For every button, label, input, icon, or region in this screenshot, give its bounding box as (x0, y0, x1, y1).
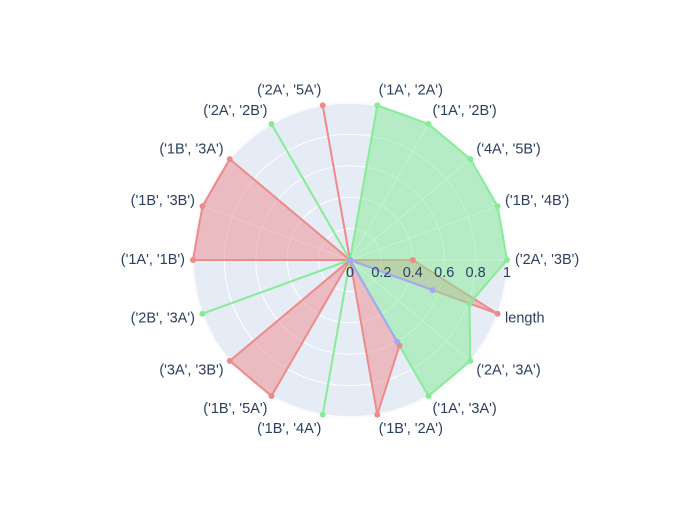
series-point (226, 156, 233, 163)
angular-tick-label: ('4A', '5B') (476, 141, 540, 157)
angular-tick-label: ('1B', '2A') (379, 421, 443, 437)
series-point (268, 121, 275, 128)
series-point (394, 338, 401, 345)
series-point (504, 257, 510, 263)
radial-tick-label: 0.6 (434, 265, 454, 281)
series-area (201, 104, 508, 416)
angular-tick-label: ('3A', '3B') (159, 362, 223, 378)
series-point (199, 310, 206, 317)
series-point (226, 357, 233, 364)
radial-tick-label: 1 (503, 265, 511, 281)
series-point (199, 203, 206, 210)
radial-tick-label: 0 (346, 265, 354, 281)
angular-tick-label: ('1A', '2B') (433, 103, 497, 119)
series-point (425, 121, 432, 128)
radial-tick-label: 0.8 (466, 265, 486, 281)
angular-tick-label: ('1B', '5A') (203, 401, 267, 417)
series-point (374, 411, 381, 418)
angular-tick-label: ('1A', '3A') (433, 401, 497, 417)
series-point (347, 257, 353, 263)
angular-tick-label: ('2B', '3A') (131, 311, 195, 327)
radial-tick-label: 0.2 (371, 265, 391, 281)
series-point (494, 203, 501, 210)
series-point (466, 300, 473, 307)
series-point (319, 102, 326, 109)
angular-tick-label: ('2A', '2B') (203, 103, 267, 119)
angular-tick-label: ('1A', '2A') (379, 82, 443, 98)
angular-tick-label: ('1B', '3A') (159, 141, 223, 157)
series-point (268, 392, 275, 399)
series-point (190, 257, 196, 263)
angular-tick-label: ('2A', '5A') (257, 82, 321, 98)
series-point (374, 102, 381, 109)
series-point (319, 411, 326, 418)
angular-tick-label: ('1A', '1B') (121, 252, 185, 268)
angular-tick-label: ('1B', '3B') (131, 193, 195, 209)
series-point (467, 156, 474, 163)
series-point (429, 287, 436, 294)
angular-tick-label: ('2A', '3A') (476, 362, 540, 378)
series-point (409, 257, 416, 263)
angular-tick-label: length (505, 311, 545, 327)
series-point (494, 310, 501, 317)
angular-tick-label: ('1B', '4A') (257, 421, 321, 437)
angular-tick-label: ('1B', '4B') (505, 193, 569, 209)
series-point (425, 392, 432, 399)
angular-tick-label: ('2A', '3B') (515, 252, 579, 268)
series-point (467, 357, 474, 364)
radial-tick-label: 0.4 (403, 265, 423, 281)
